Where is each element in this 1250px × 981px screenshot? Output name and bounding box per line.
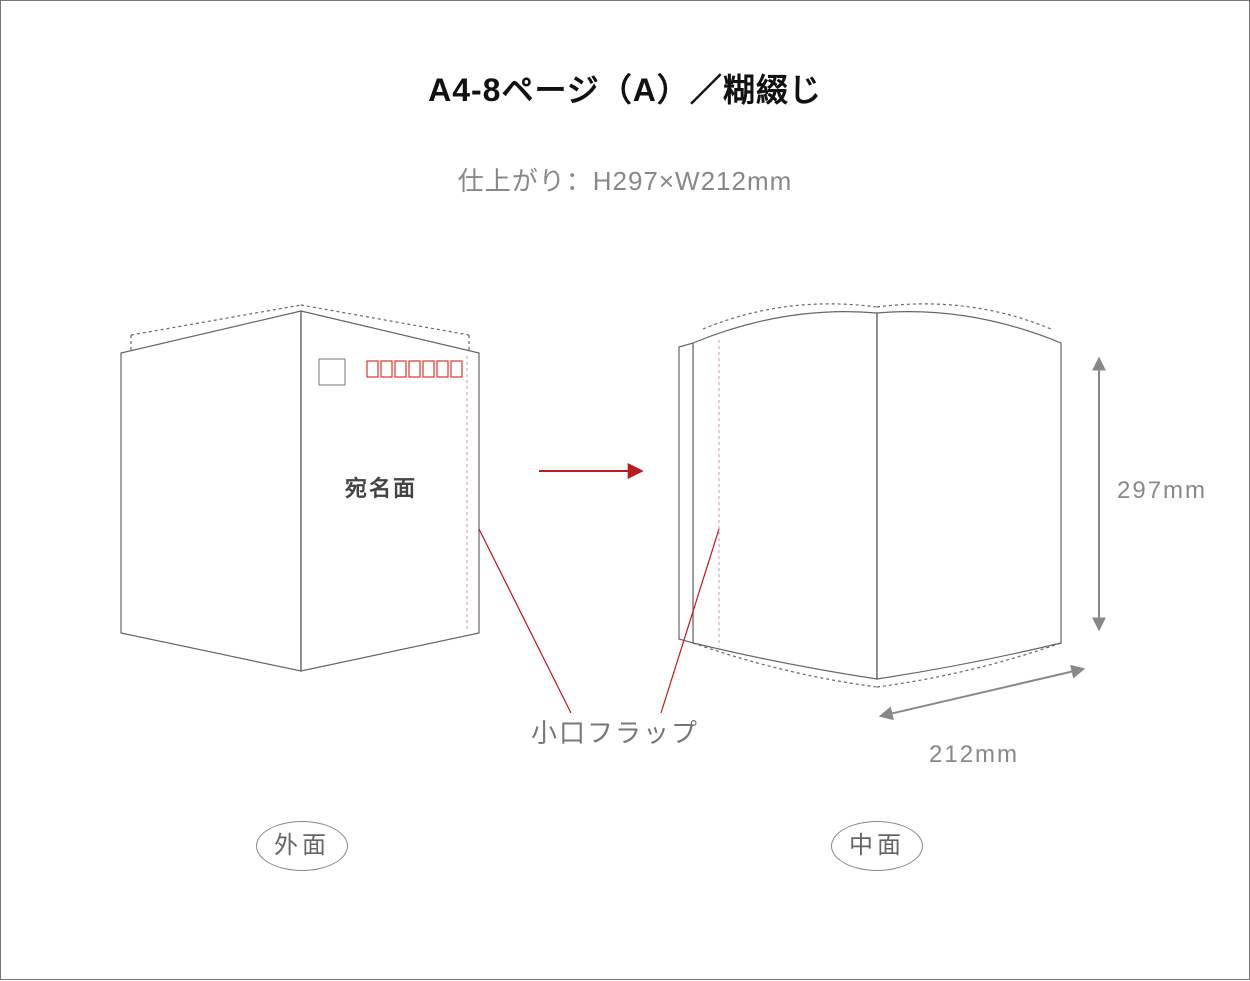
width-dim-arrow bbox=[881, 669, 1083, 716]
right-book-left-page bbox=[693, 312, 877, 679]
right-book-right-page bbox=[877, 312, 1061, 679]
diagram-frame: A4-8ページ（A）／糊綴じ 仕上がり：H297×W212mm 外面 中面 小口… bbox=[0, 0, 1250, 980]
width-dimension-label: 212mm bbox=[929, 741, 1019, 769]
height-dimension-label: 297mm bbox=[1117, 477, 1207, 505]
address-side-label: 宛名面 bbox=[345, 471, 417, 503]
flap-label: 小口フラップ bbox=[531, 713, 699, 750]
diagram-canvas bbox=[1, 1, 1250, 981]
left-book-left-panel bbox=[121, 311, 301, 671]
flap-callout-left bbox=[479, 529, 571, 713]
right-book-back-cover-strip bbox=[679, 343, 693, 643]
outer-face-label: 外面 bbox=[256, 821, 348, 871]
svg-root bbox=[121, 304, 1099, 716]
inner-face-label: 中面 bbox=[831, 821, 923, 871]
